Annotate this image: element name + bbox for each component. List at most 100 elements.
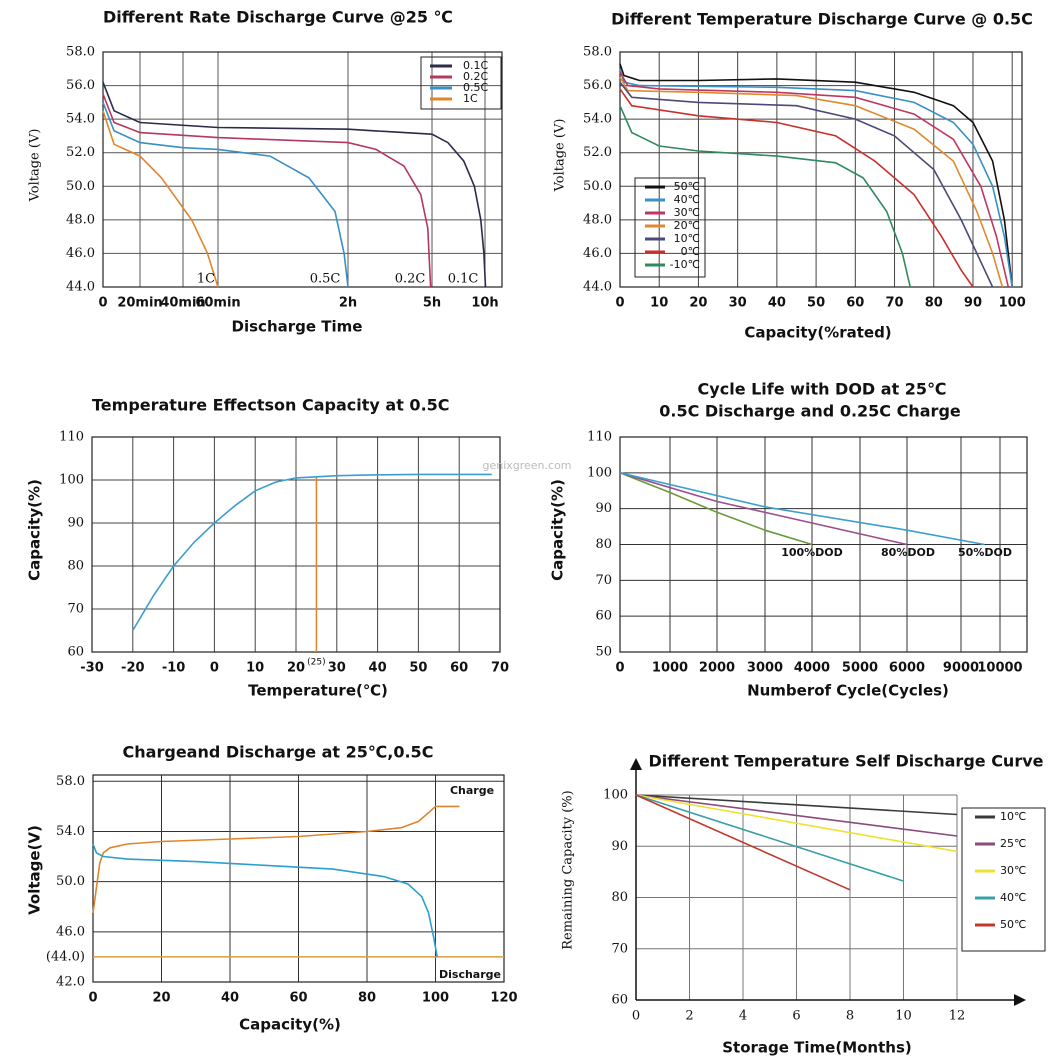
x-tick-label: 60 <box>846 296 864 311</box>
plot-frame <box>102 51 503 288</box>
x-tick-label: 10 <box>650 296 668 311</box>
series-label: 100%DOD <box>781 546 843 559</box>
series-line <box>619 68 1013 288</box>
legend-box <box>420 56 502 110</box>
x-axis-label: Numberof Cycle(Cycles) <box>747 682 949 700</box>
x-tick-label: -30 <box>80 661 104 676</box>
series-line <box>635 794 958 853</box>
y-tick-label: 80 <box>595 537 612 552</box>
x-tick-label: 5h <box>423 296 441 311</box>
legend-box <box>634 177 706 278</box>
series-line <box>92 843 438 958</box>
y-axis-arrow <box>630 758 642 770</box>
y-axis-label: Capacity(%) <box>26 479 44 581</box>
y-tick-label: 48.0 <box>583 212 612 227</box>
annotation: 0.1C <box>448 272 479 287</box>
x-tick-label: 80 <box>358 991 376 1006</box>
x-tick-label: -10 <box>162 661 186 676</box>
y-tick-label: 100 <box>603 788 628 803</box>
y-tick-label: 110 <box>59 430 84 445</box>
x-tick-label: 50 <box>807 296 825 311</box>
arrows <box>630 758 1026 1006</box>
y-tick-label: 100 <box>587 465 612 480</box>
y-tick-label: 90 <box>67 516 84 531</box>
x-tick-label: 20 <box>152 991 170 1006</box>
series-line <box>619 105 911 288</box>
y-tick-label: 70 <box>595 573 612 588</box>
series-line <box>619 472 908 546</box>
x-tick-label: 40 <box>768 296 786 311</box>
chart-title: Different Rate Discharge Curve @25 ℃ <box>103 8 453 27</box>
x-tick-label: 6 <box>792 1009 800 1024</box>
plot-frame <box>92 774 505 983</box>
plot-frame <box>619 436 1028 653</box>
x-tick-label: 100 <box>422 991 449 1006</box>
x-tick-label: 2 <box>685 1009 693 1024</box>
x-axis-label: Temperature(℃) <box>248 682 388 700</box>
y-tick-label: 44.0 <box>583 280 612 295</box>
legend-label: 10℃ <box>674 232 700 245</box>
legend-label: 30℃ <box>674 206 700 219</box>
legend-label: 0.1C <box>463 59 488 72</box>
y-tick-label: 58.0 <box>66 45 95 60</box>
series-line <box>132 473 492 631</box>
series-line <box>92 805 460 914</box>
y-tick-label: 50 <box>595 645 612 660</box>
legend-label: 40℃ <box>674 193 700 206</box>
x-tick-label: 60 <box>289 991 307 1006</box>
chart-title: Chargeand Discharge at 25℃,0.5C <box>123 743 434 762</box>
legend-label: 10℃ <box>1000 810 1026 823</box>
series-line <box>635 794 904 882</box>
x-tick-label: 10 <box>246 661 264 676</box>
x-tick-label: 10000 <box>977 661 1022 676</box>
x-axis-label: Capacity(%rated) <box>744 324 891 342</box>
x-tick-label: 5000 <box>842 661 878 676</box>
legend-label: 25℃ <box>1000 837 1026 850</box>
y-tick-label: 48.0 <box>66 212 95 227</box>
y-tick-label: (44.0) <box>46 949 85 964</box>
x-tick-label: 60 <box>450 661 468 676</box>
legend-box <box>961 807 1046 952</box>
annotation: 0.5C <box>310 272 341 287</box>
series-line <box>619 81 994 288</box>
series-line <box>102 110 219 288</box>
y-tick-label: 42.0 <box>56 975 85 990</box>
x-tick-label: 12 <box>949 1009 966 1024</box>
reference-label: (25) <box>307 658 325 668</box>
x-tick-label: 20 <box>689 296 707 311</box>
chart-title: Cycle Life with DOD at 25℃ <box>698 380 947 399</box>
x-axis-arrow <box>1014 994 1026 1006</box>
y-tick-label: 80 <box>611 890 628 905</box>
y-tick-label: 80 <box>67 559 84 574</box>
y-tick-label: 46.0 <box>583 246 612 261</box>
x-tick-label: 3000 <box>747 661 783 676</box>
y-tick-label: 54.0 <box>56 824 85 839</box>
y-axis-label: Voltage (V) <box>28 129 43 203</box>
legend-label: 0.2C <box>463 70 488 83</box>
annotation: 1C <box>197 272 215 287</box>
x-axis-label: Discharge Time <box>232 318 363 336</box>
legend-label: 20℃ <box>674 219 700 232</box>
legend-label: 0℃ <box>681 245 700 258</box>
series-line <box>619 76 1004 288</box>
y-axis-label: Capacity(%) <box>549 479 567 581</box>
series-line <box>635 794 958 816</box>
x-tick-label: 20min <box>117 296 162 311</box>
series-line <box>619 472 985 546</box>
series-line <box>102 102 349 288</box>
x-tick-label: 10h <box>471 296 498 311</box>
series-line <box>619 88 974 288</box>
legend-label: -10℃ <box>670 258 700 271</box>
x-tick-label: 70 <box>885 296 903 311</box>
x-tick-label: 1000 <box>652 661 688 676</box>
y-tick-label: 110 <box>587 430 612 445</box>
series-label: Charge <box>450 784 494 797</box>
x-tick-label: 40 <box>369 661 387 676</box>
x-tick-label: 20 <box>287 661 305 676</box>
legend-label: 1C <box>463 92 478 105</box>
series-label: 80%DOD <box>881 546 935 559</box>
x-tick-label: 0 <box>98 296 107 311</box>
series-line <box>102 93 432 288</box>
y-axis-label: Voltage (V) <box>553 119 568 193</box>
x-tick-label: 40 <box>221 991 239 1006</box>
